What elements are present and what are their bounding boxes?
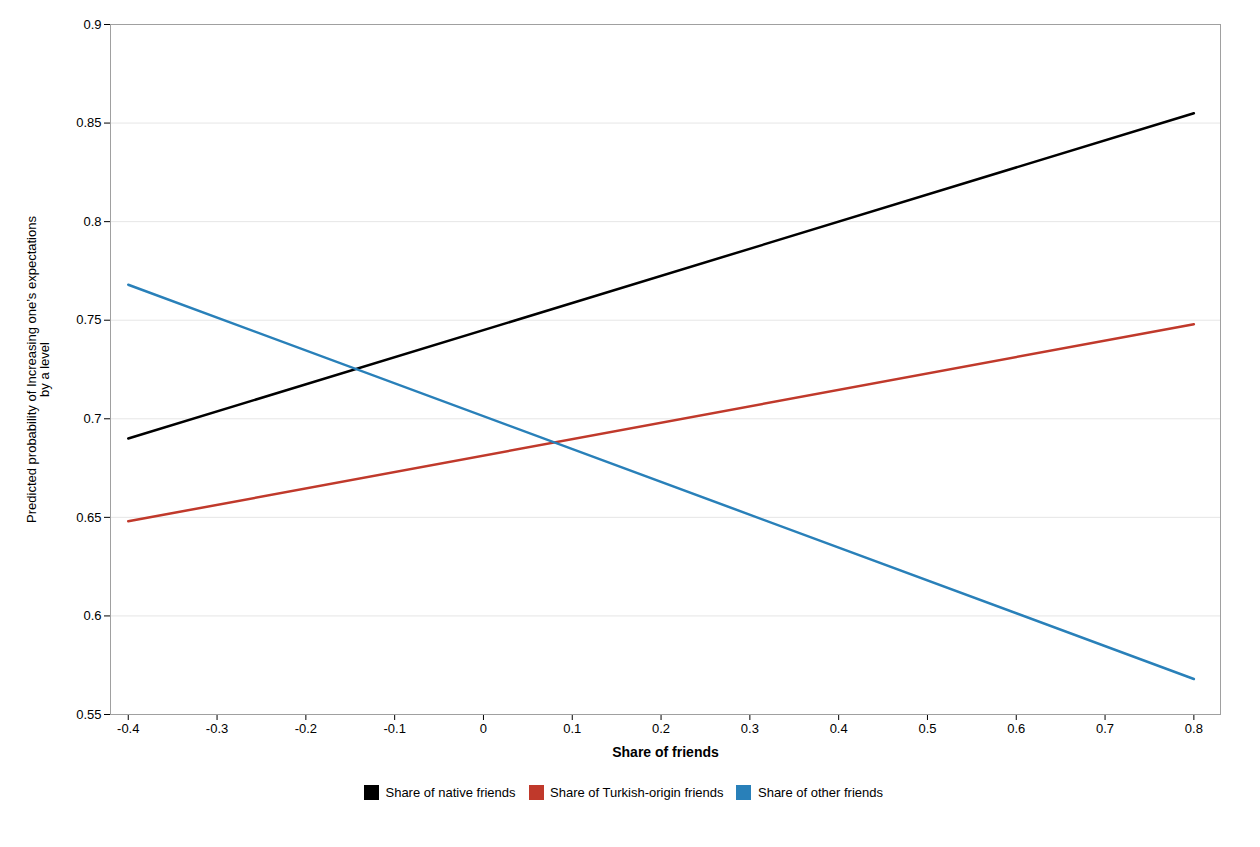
svg-text:0.7: 0.7: [1096, 721, 1114, 736]
svg-text:0.1: 0.1: [563, 721, 581, 736]
svg-text:0.8: 0.8: [1185, 721, 1203, 736]
svg-text:0.6: 0.6: [83, 608, 101, 623]
svg-text:0.4: 0.4: [830, 721, 848, 736]
html-text:Share of native friends: Share of native friends: [385, 785, 516, 800]
svg-text:0: 0: [480, 721, 487, 736]
html-text:Share of other friends: Share of other friends: [758, 785, 883, 800]
svg-text:-0.4: -0.4: [117, 721, 139, 736]
svg-text:0.3: 0.3: [741, 721, 759, 736]
svg-text:0.55: 0.55: [76, 707, 101, 722]
svg-text:0.7: 0.7: [83, 411, 101, 426]
svg-text:0.5: 0.5: [918, 721, 936, 736]
svg-text:0.75: 0.75: [76, 312, 101, 327]
html-text:Share of Turkish-origin friend: Share of Turkish-origin friends: [550, 785, 724, 800]
svg-text:0.2: 0.2: [652, 721, 670, 736]
svg-text:0.8: 0.8: [83, 214, 101, 229]
svg-text:0.65: 0.65: [76, 510, 101, 525]
svg-text:-0.2: -0.2: [295, 721, 317, 736]
svg-text:-0.3: -0.3: [206, 721, 228, 736]
svg-text:0.85: 0.85: [76, 115, 101, 130]
svg-text:0.9: 0.9: [83, 17, 101, 32]
svg-text:Predicted probability of Incre: Predicted probability of Increasing one’…: [24, 216, 52, 523]
svg-text:Share of friends: Share of friends: [612, 744, 719, 760]
svg-text:0.6: 0.6: [1007, 721, 1025, 736]
svg-text:-0.1: -0.1: [383, 721, 405, 736]
